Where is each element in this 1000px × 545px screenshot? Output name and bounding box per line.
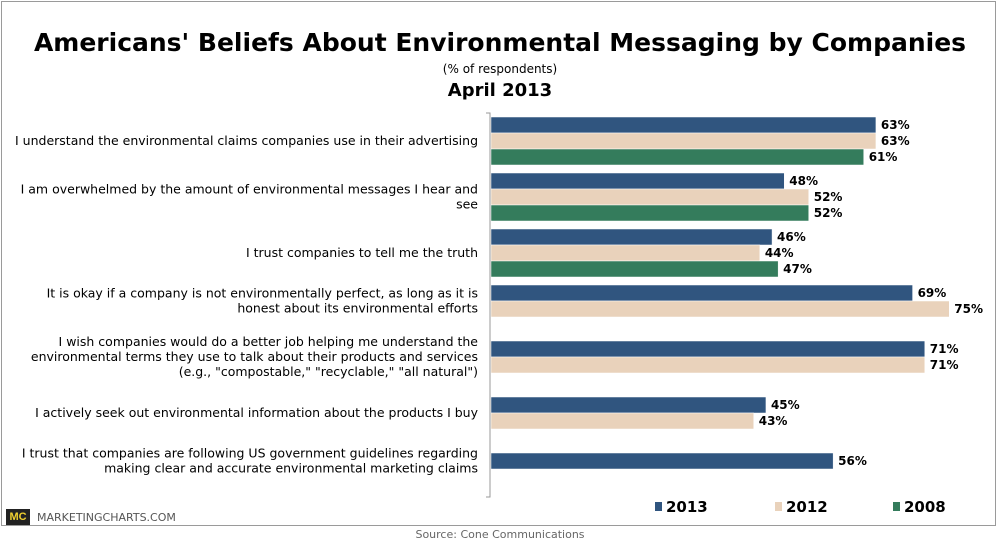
- chart-frame: [1, 1, 996, 526]
- legend-swatch-2008: [893, 502, 900, 511]
- category-label: I wish companies would do a better job h…: [59, 334, 479, 349]
- data-label: 47%: [783, 262, 812, 276]
- brand-name: MARKETINGCHARTS.COM: [37, 511, 176, 524]
- legend-label: 2008: [904, 498, 946, 516]
- bar-2012: [490, 412, 754, 430]
- bar-2008: [490, 148, 864, 166]
- legend-swatch-2013: [655, 502, 662, 511]
- category-label: I trust that companies are following US …: [22, 446, 478, 461]
- chart-title: Americans' Beliefs About Environmental M…: [33, 28, 967, 57]
- chart-subtitle: (% of respondents): [442, 62, 558, 76]
- bar-2012: [490, 356, 926, 374]
- category-label: I am overwhelmed by the amount of enviro…: [21, 182, 478, 197]
- data-label: 75%: [954, 302, 983, 316]
- category-label: making clear and accurate environmental …: [104, 461, 478, 476]
- bar-2013: [490, 396, 767, 414]
- bar-2013: [490, 340, 926, 358]
- category-label: environmental terms they use to talk abo…: [31, 349, 478, 364]
- y-axis-line: [486, 112, 491, 498]
- data-label: 71%: [930, 358, 959, 372]
- source-note: Source: Cone Communications: [415, 528, 585, 541]
- category-label: see: [456, 197, 478, 212]
- legend-label: 2013: [666, 498, 708, 516]
- data-label: 63%: [881, 118, 910, 132]
- category-label: I understand the environmental claims co…: [15, 133, 478, 148]
- data-label: 52%: [814, 190, 843, 204]
- data-label: 45%: [771, 398, 800, 412]
- bar-2013: [490, 284, 913, 302]
- chart-date: April 2013: [447, 80, 553, 101]
- data-label: 52%: [814, 206, 843, 220]
- bar-2012: [490, 188, 809, 206]
- bar-2013: [490, 172, 785, 190]
- bar-2012: [490, 300, 950, 318]
- bar-2008: [490, 204, 809, 222]
- category-label: It is okay if a company is not environme…: [47, 286, 478, 301]
- category-label: honest about its environmental efforts: [237, 301, 478, 316]
- bar-2012: [490, 244, 761, 262]
- data-label: 61%: [869, 150, 898, 164]
- data-label: 43%: [759, 414, 788, 428]
- data-label: 48%: [789, 174, 818, 188]
- category-label: I trust companies to tell me the truth: [246, 245, 478, 260]
- data-label: 71%: [930, 342, 959, 356]
- legend-label: 2012: [786, 498, 828, 516]
- bar-2008: [490, 260, 779, 278]
- bar-2012: [490, 132, 877, 150]
- bar-2013: [490, 116, 877, 134]
- legend-swatch-2012: [775, 502, 782, 511]
- bar-2013: [490, 228, 773, 246]
- data-label: 56%: [838, 454, 867, 468]
- category-label: (e.g., "compostable," "recyclable," "all…: [179, 364, 478, 379]
- bar-2013: [490, 452, 834, 470]
- brand-logo: MC: [6, 509, 30, 525]
- data-label: 44%: [765, 246, 794, 260]
- data-label: 46%: [777, 230, 806, 244]
- category-label: I actively seek out environmental inform…: [35, 405, 478, 420]
- data-label: 63%: [881, 134, 910, 148]
- data-label: 69%: [918, 286, 947, 300]
